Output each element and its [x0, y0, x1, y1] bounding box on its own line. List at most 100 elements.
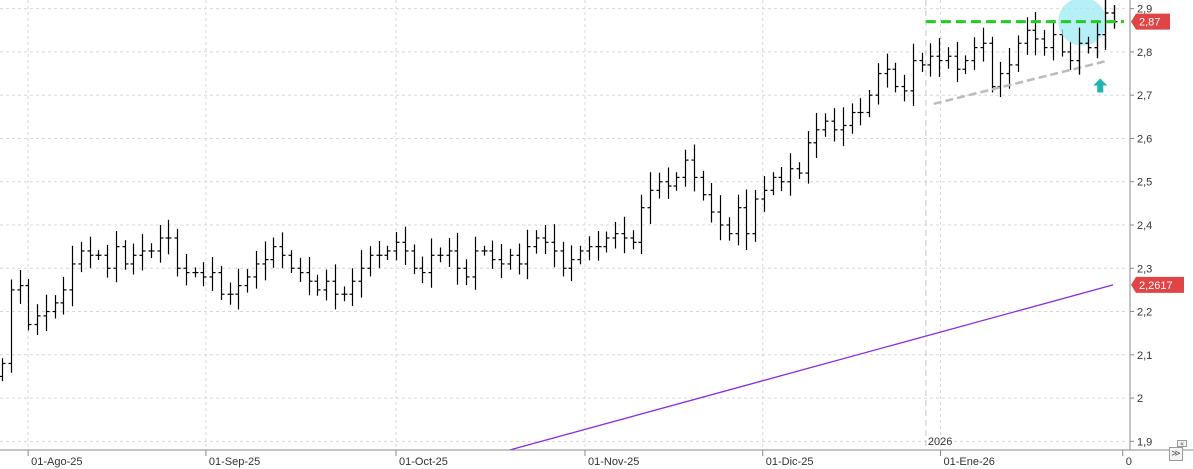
price-label-text-1: 2,2617: [1139, 280, 1173, 292]
ohlc-bar-104: [910, 43, 917, 107]
ohlc-bar-88: [770, 172, 777, 196]
ohlc-bar-82: [717, 195, 724, 241]
price-labels: 2,87 2,2617: [1131, 13, 1184, 293]
y-tick-label-7: 2,2: [1137, 307, 1152, 319]
ohlc-bar-67: [586, 236, 593, 261]
y-tick-label-2: 2,7: [1137, 90, 1152, 102]
ohlc-bar-81: [708, 183, 715, 223]
ohlc-bar-15: [130, 243, 137, 275]
ohlc-bar-107: [936, 38, 943, 77]
x-tick-label-0: 01-Ago-25: [31, 456, 82, 468]
ohlc-bar-89: [778, 167, 785, 192]
x-tick-label-4: 01-Dic-25: [766, 456, 814, 468]
ohlc-overlay-bar-126: [1102, 0, 1109, 50]
ohlc-bar-58: [507, 248, 514, 270]
ohlc-bar-108: [945, 47, 952, 69]
y-tick-label-4: 2,5: [1137, 177, 1152, 189]
ohlc-bar-77: [673, 172, 680, 191]
ohlc-bar-33: [288, 250, 295, 273]
ohlc-bar-27: [235, 268, 242, 310]
ohlc-bar-92: [805, 131, 812, 184]
ohlc-bar-6: [52, 295, 59, 319]
ohlc-bar-86: [752, 189, 759, 242]
ohlc-bar-21: [183, 253, 190, 286]
ohlc-bar-105: [919, 52, 926, 72]
ohlc-bar-57: [498, 244, 505, 278]
ohlc-bar-64: [560, 241, 567, 277]
ohlc-bar-111: [971, 37, 978, 70]
ohlc-bar-93: [813, 112, 820, 158]
ohlc-bar-2: [17, 270, 24, 304]
ohlc-bar-113: [989, 36, 996, 93]
ohlc-bar-25: [218, 266, 225, 301]
y-tick-label-0: 2,9: [1137, 4, 1152, 16]
y-tick-label-3: 2,6: [1137, 133, 1152, 145]
ohlc-bar-54: [472, 236, 479, 290]
x-axis: 01-Ago-25 01-Sep-25 01-Oct-25 01-Nov-25 01-D…: [27, 450, 1132, 468]
ohlc-bar-47: [411, 244, 418, 275]
up-arrow-icon: [1093, 78, 1108, 93]
ohlc-bar-48: [419, 256, 426, 284]
ohlc-bar-73: [638, 194, 645, 254]
ohlc-bar-90: [787, 153, 794, 196]
ohlc-bar-16: [139, 234, 146, 271]
ohlc-bar-79: [691, 144, 698, 192]
ohlc-bar-26: [227, 282, 234, 305]
ohlc-bar-91: [796, 162, 803, 179]
ohlc-bar-119: [1041, 29, 1048, 56]
ohlc-bar-101: [884, 53, 891, 88]
ohlc-bar-31: [270, 237, 277, 268]
ohlc-bar-37: [323, 269, 330, 301]
ohlc-bar-50: [437, 247, 444, 263]
ohlc-bar-109: [954, 41, 961, 83]
ohlc-bar-52: [454, 232, 461, 285]
ohlc-bar-43: [376, 241, 383, 269]
ohlc-bar-45: [393, 231, 400, 261]
ohlc-bar-29: [253, 250, 260, 289]
ohlc-series: [0, 0, 1118, 382]
ohlc-bar-122: [1067, 41, 1074, 70]
y-tick-label-5: 2,4: [1137, 220, 1152, 232]
ohlc-bar-102: [892, 62, 899, 93]
ohlc-bar-112: [980, 27, 987, 62]
ohlc-bar-76: [665, 167, 672, 199]
ohlc-bar-118: [1032, 12, 1039, 56]
ohlc-bar-32: [279, 232, 286, 269]
ohlc-bar-56: [489, 240, 496, 269]
ohlc-bar-34: [297, 257, 304, 282]
ohlc-bar-62: [542, 225, 549, 254]
ohlc-bar-19: [165, 219, 172, 255]
ohlc-recent-overlay: [1076, 0, 1118, 75]
ohlc-bar-98: [857, 98, 864, 126]
ohlc-bar-35: [306, 257, 313, 296]
ohlc-bar-87: [761, 176, 768, 212]
y-tick-label-10: 1,9: [1137, 436, 1152, 448]
price-label-box-0: [1131, 13, 1170, 30]
ohlc-bar-24: [209, 257, 216, 291]
x-tick-label-5: 01-Ene-26: [944, 456, 995, 468]
y-tick-label-6: 2,3: [1137, 263, 1152, 275]
annotations: [925, 0, 1124, 106]
ohlc-bar-3: [25, 279, 32, 331]
y-axis: 2,9 2,8 2,7 2,6 2,5 2,4 2,3 2,2 2,1 2 1,9: [1130, 4, 1152, 448]
ohlc-bar-1: [8, 279, 15, 373]
ohlc-bar-17: [148, 243, 155, 258]
ohlc-bar-61: [533, 230, 540, 254]
grid-lines: [0, 0, 1125, 450]
ohlc-bar-99: [866, 90, 873, 118]
ohlc-overlay-bar-124: [1085, 36, 1092, 54]
scroll-right-button[interactable]: «: [1177, 440, 1187, 448]
ohlc-bar-100: [875, 63, 882, 105]
ohlc-bar-4: [34, 304, 41, 336]
ohlc-bar-69: [603, 231, 610, 253]
ohlc-bar-5: [43, 294, 50, 332]
ohlc-bar-115: [1006, 48, 1013, 89]
ohlc-bar-80: [700, 170, 707, 201]
expand-chart-button[interactable]: ≫: [1169, 447, 1183, 461]
y-tick-label-8: 2,1: [1137, 350, 1152, 362]
y-tick-label-9: 2: [1137, 393, 1143, 405]
ohlc-bar-0: [0, 358, 6, 382]
ohlc-bar-120: [1050, 20, 1057, 61]
